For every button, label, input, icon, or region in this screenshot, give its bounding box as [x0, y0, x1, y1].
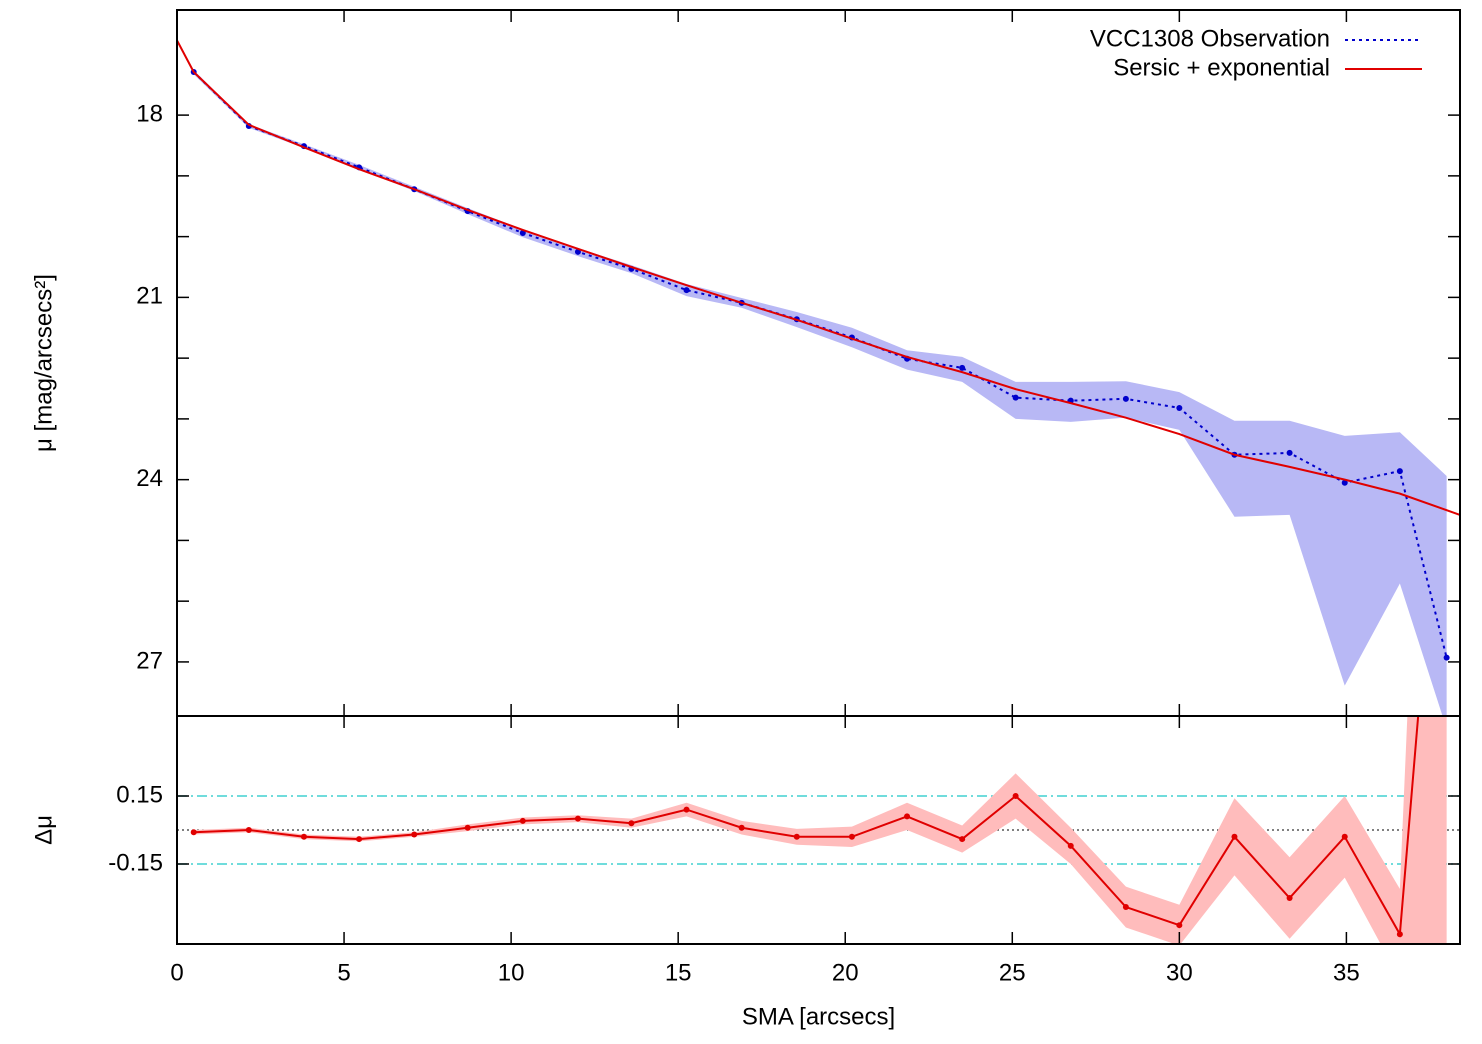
- x-axis-label: SMA [arcsecs]: [742, 1003, 895, 1030]
- series-line: [177, 39, 1460, 516]
- data-point: [1396, 931, 1403, 938]
- data-point: [738, 824, 745, 831]
- y-tick-label: 27: [136, 647, 163, 674]
- series-line: [193, 716, 1420, 938]
- legend-label: VCC1308 Observation: [1090, 25, 1330, 52]
- data-point: [683, 806, 690, 813]
- data-point: [245, 827, 252, 833]
- plot-frame: [176, 9, 1461, 717]
- y-tick-label: 21: [136, 283, 163, 310]
- data-point: [411, 831, 418, 838]
- x-tick-label: 10: [498, 959, 525, 986]
- data-point: [1231, 833, 1238, 840]
- plot-frame: [176, 715, 1461, 945]
- x-tick-label: 20: [832, 959, 859, 986]
- data-point: [959, 364, 966, 371]
- x-tick-label: 35: [1333, 959, 1360, 986]
- data-point: [1176, 922, 1183, 929]
- data-point: [1176, 404, 1183, 411]
- data-point: [959, 836, 966, 843]
- data-point: [190, 829, 197, 836]
- data-point: [1122, 395, 1129, 402]
- error-band: [193, 716, 1447, 944]
- data-point: [1286, 449, 1293, 456]
- y-axis-label: Δμ: [30, 815, 57, 845]
- x-tick-label: 0: [170, 959, 183, 986]
- data-point: [848, 833, 855, 840]
- y-tick-label: 24: [136, 465, 163, 492]
- data-point: [574, 815, 581, 822]
- data-point: [628, 820, 635, 827]
- series-line: [193, 71, 1448, 658]
- data-point: [300, 833, 307, 840]
- data-point: [793, 833, 800, 840]
- error-band: [193, 70, 1447, 716]
- data-point: [1444, 374, 1450, 380]
- x-tick-label: 15: [665, 959, 692, 986]
- y-tick-label: -0.15: [108, 849, 163, 876]
- data-point: [1012, 394, 1019, 401]
- data-point: [519, 817, 526, 824]
- plot-area: [177, 374, 1460, 944]
- data-point: [1341, 833, 1348, 840]
- data-point: [1286, 894, 1293, 901]
- data-point: [1341, 479, 1348, 486]
- data-point: [1396, 468, 1403, 475]
- data-point: [464, 824, 471, 831]
- x-tick-label: 30: [1166, 959, 1193, 986]
- y-tick-label: 18: [136, 100, 163, 127]
- y-axis-label: μ [mag/arcsecs²]: [30, 274, 57, 452]
- data-point: [1012, 793, 1019, 800]
- legend-label: Sersic + exponential: [1113, 54, 1330, 81]
- x-tick-label: 25: [999, 959, 1026, 986]
- data-point: [904, 813, 911, 820]
- y-tick-label: 0.15: [116, 781, 163, 808]
- data-point: [1122, 904, 1129, 911]
- data-point: [1443, 654, 1450, 661]
- data-point: [356, 836, 363, 843]
- data-point: [1067, 842, 1074, 849]
- x-tick-label: 5: [337, 959, 350, 986]
- plot-area: [177, 39, 1460, 716]
- data-point: [683, 287, 690, 294]
